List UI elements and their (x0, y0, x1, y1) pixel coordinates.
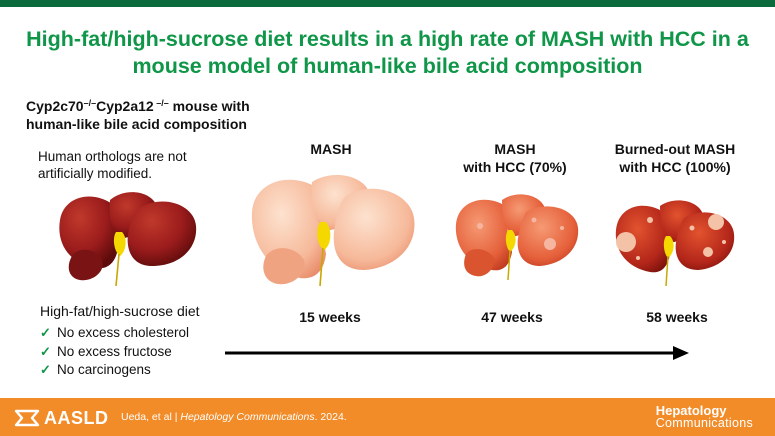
diet-item: ✓ No excess cholesterol (40, 324, 189, 343)
diet-item-text: No carcinogens (57, 362, 151, 377)
weeks-stage-1: 15 weeks (299, 309, 361, 325)
diet-item-text: No excess fructose (57, 343, 172, 359)
checkmark-icon: ✓ (40, 325, 51, 340)
citation-authors: Ueda, et al | (121, 411, 181, 423)
model-suffix: mouse with (168, 98, 250, 114)
journal-brand: Hepatology Communications (656, 404, 753, 430)
gene-1: Cyp2c70 (26, 98, 84, 114)
journal-brand-line-2: Communications (655, 416, 753, 430)
top-accent-bar (0, 0, 775, 7)
aasld-logo-text: AASLD (44, 407, 109, 428)
page-title: High-fat/high-sucrose diet results in a … (10, 26, 765, 80)
stage-label-burned-out: Burned-out MASH with HCC (100%) (600, 140, 750, 176)
title-line-2: mouse model of human-like bile acid comp… (132, 54, 643, 78)
diet-item: ✓ No excess fructose (40, 343, 189, 362)
weeks-stage-2: 47 weeks (481, 309, 543, 325)
timeline-arrow (225, 346, 689, 360)
model-description: human-like bile acid composition (26, 116, 247, 132)
mouse-model-name: Cyp2c70–/–Cyp2a12 –/– mouse with human-l… (26, 94, 286, 133)
stage-3-line-2: with HCC (100%) (619, 159, 731, 175)
stage-2-line-2: with HCC (70%) (463, 159, 567, 175)
weeks-stage-3: 58 weeks (646, 309, 708, 325)
stage-1-line-1: MASH (310, 141, 352, 157)
title-line-1: High-fat/high-sucrose diet results in a … (26, 27, 749, 51)
stage-label-mash-hcc: MASH with HCC (70%) (445, 140, 585, 176)
checkmark-icon: ✓ (40, 362, 51, 377)
baseline-liver-illustration (59, 192, 197, 287)
aasld-logo: AASLD (14, 408, 109, 428)
citation: Ueda, et al | Hepatology Communications.… (121, 411, 347, 423)
diet-item-text: No excess cholesterol (57, 325, 190, 340)
footer-bar: AASLD Ueda, et al | Hepatology Communica… (0, 398, 775, 436)
mash-liver-illustration (251, 175, 415, 287)
citation-year: . 2024. (314, 411, 347, 423)
citation-journal: Hepatology Communications (180, 411, 315, 423)
stage-3-line-1: Burned-out MASH (614, 141, 736, 157)
gene-1-knockout: –/– (83, 98, 97, 108)
orthologs-note: Human orthologs are not artificially mod… (38, 149, 187, 181)
aasld-logo-mark-icon (14, 409, 40, 427)
stage-2-line-1: MASH (494, 141, 536, 157)
checkmark-icon: ✓ (40, 343, 51, 359)
diet-title: High-fat/high-sucrose diet (40, 303, 200, 319)
diet-checklist: ✓ No excess cholesterol ✓ No excess fructo… (40, 324, 189, 380)
gene-2-knockout: –/– (153, 98, 169, 108)
diet-item: ✓ No carcinogens (40, 361, 189, 380)
stage-label-mash: MASH (296, 140, 366, 158)
burned-out-liver-illustration (615, 200, 735, 287)
gene-2: Cyp2a12 (96, 98, 154, 114)
journal-brand-line-1: Hepatology (655, 403, 727, 418)
mash-hcc-liver-illustration (455, 194, 579, 281)
